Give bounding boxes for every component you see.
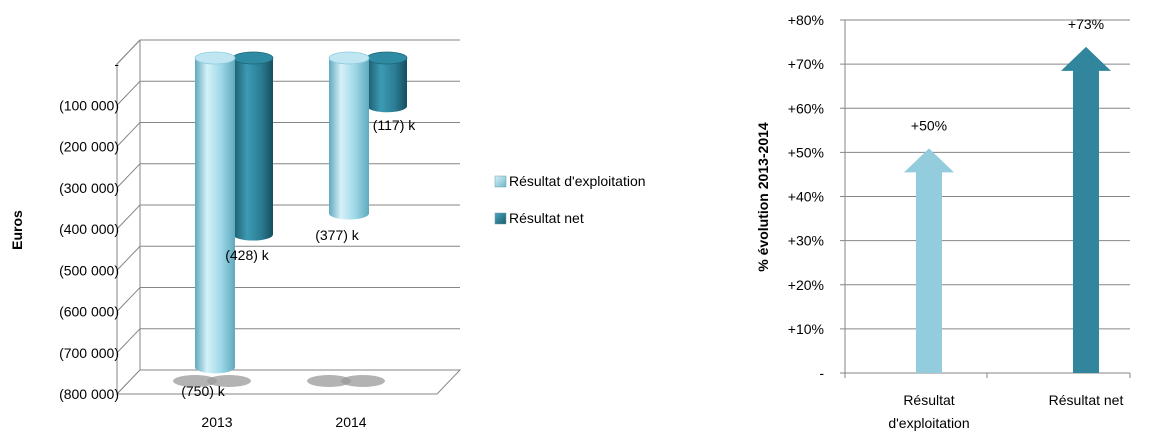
bar-cylinder (195, 58, 235, 374)
operating-result-chart: - (100 000) (200 000) (300 000) (400 000) (50… (9, 39, 646, 430)
right-y-axis-title: % évolution 2013-2014 (755, 122, 771, 272)
right-x-tick-line: d'exploitation (888, 415, 969, 431)
left-x-tick-label: 2013 (201, 414, 232, 430)
legend-swatch (494, 212, 507, 225)
left-gridline (116, 163, 460, 189)
left-y-tick-label: (300 000) (59, 180, 119, 196)
left-y-tick-label: (400 000) (59, 221, 119, 237)
left-gridline (116, 328, 460, 354)
bar-cylinder-top (366, 51, 408, 65)
legend-swatch (494, 175, 507, 188)
left-data-label: (428) k (225, 247, 270, 263)
right-y-tick-label: - (819, 365, 824, 381)
right-y-tick-label: +80% (788, 12, 824, 28)
legend-label: Résultat net (509, 210, 584, 226)
right-y-tick-label: +30% (788, 233, 824, 249)
right-y-tick-labels: - +10% +20% +30% +40% +50% +60% +70% +80% (788, 12, 825, 381)
evolution-arrow (904, 148, 954, 373)
right-y-tick-label: +60% (788, 100, 824, 116)
left-data-label: (750) k (181, 383, 226, 399)
left-y-axis-title: Euros (9, 210, 25, 250)
left-y-tick-label: (200 000) (59, 139, 119, 155)
bar-cylinder-top (328, 51, 370, 65)
bar-cylinder-top (194, 51, 236, 65)
left-bars (173, 51, 408, 387)
left-y-tick-label: (700 000) (59, 345, 119, 361)
bar-cylinder-top (232, 51, 274, 65)
right-y-tick-label: +50% (788, 144, 824, 160)
right-x-tick-label: Résultat net (1049, 392, 1124, 408)
bar-cylinder (329, 58, 369, 220)
right-y-tick-label: +40% (788, 189, 824, 205)
right-y-tick-label: +10% (788, 321, 824, 337)
evolution-chart: - +10% +20% +30% +40% +50% +60% +70% +80% Résult… (755, 12, 1131, 431)
left-y-tick-label: (600 000) (59, 304, 119, 320)
right-data-label: +73% (1068, 16, 1104, 32)
right-data-labels: +50% +73% (911, 16, 1104, 133)
right-y-tick-label: +20% (788, 277, 824, 293)
left-gridline (116, 245, 460, 271)
left-data-label: (117) k (373, 117, 417, 133)
right-arrows (904, 46, 1111, 373)
right-data-label: +50% (911, 117, 947, 133)
left-gridlines (116, 39, 460, 395)
left-y-tick-labels: - (100 000) (200 000) (300 000) (400 000) (50… (59, 56, 119, 402)
right-x-tick-labels: Résultat d'exploitation Résultat net (888, 392, 1123, 431)
left-x-tick-labels: 2013 2014 (201, 414, 366, 430)
bar-shadow (307, 375, 351, 387)
bar-shadow (341, 375, 385, 387)
left-floor-plane (115, 369, 462, 395)
left-floor (115, 369, 462, 395)
evolution-arrow (1061, 46, 1111, 373)
legend-label: Résultat d'exploitation (509, 173, 646, 189)
right-x-tick-line: Résultat (903, 392, 954, 408)
left-y-tick-label: - (114, 56, 119, 72)
right-x-tick-label: Résultat d'exploitation (888, 392, 969, 431)
bar-shadow (173, 375, 217, 387)
left-y-tick-label: (800 000) (59, 386, 119, 402)
left-y-tick-label: (500 000) (59, 262, 119, 278)
bar-shadow (207, 375, 251, 387)
left-x-tick-label: 2014 (335, 414, 366, 430)
left-y-tick-label: (100 000) (59, 97, 119, 113)
left-data-labels: (750) k (377) k (428) k (117) k (181, 117, 416, 399)
left-legend: Résultat d'exploitation Résultat net (494, 173, 646, 226)
bar-cylinder (233, 58, 273, 241)
right-y-tick-label: +70% (788, 56, 824, 72)
left-gridline (116, 80, 460, 106)
bar-cylinder (367, 58, 407, 113)
left-gridline (116, 204, 460, 230)
left-gridline (116, 287, 460, 312)
left-data-label: (377) k (315, 227, 360, 243)
left-gridline (116, 39, 460, 65)
